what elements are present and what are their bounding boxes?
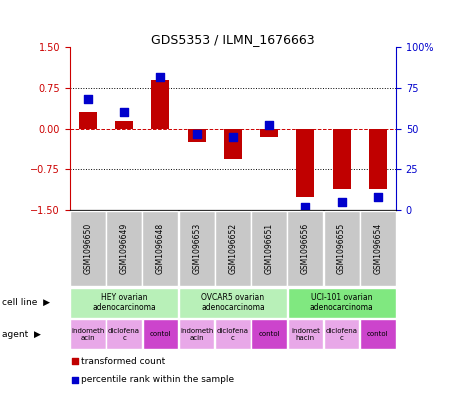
Text: contol: contol — [258, 331, 280, 337]
Bar — [252, 319, 287, 349]
Text: diclofena
c: diclofena c — [326, 327, 358, 341]
Bar — [288, 319, 323, 349]
Bar — [70, 319, 106, 349]
Bar — [288, 211, 323, 286]
Point — [302, 204, 309, 210]
Bar — [143, 319, 178, 349]
Text: percentile rank within the sample: percentile rank within the sample — [81, 375, 234, 384]
Bar — [251, 211, 287, 286]
Bar — [179, 211, 215, 286]
Bar — [106, 211, 142, 286]
Bar — [260, 129, 278, 137]
Bar — [215, 319, 251, 349]
Bar — [215, 211, 251, 286]
Text: UCI-101 ovarian
adenocarcinoma: UCI-101 ovarian adenocarcinoma — [310, 293, 374, 312]
Text: GSM1096656: GSM1096656 — [301, 223, 310, 274]
Text: GSM1096651: GSM1096651 — [265, 223, 274, 274]
Point — [229, 134, 237, 140]
Text: GSM1096654: GSM1096654 — [374, 223, 382, 274]
Bar — [324, 211, 360, 286]
Text: diclofena
c: diclofena c — [217, 327, 249, 341]
Text: OVCAR5 ovarian
adenocarcinoma: OVCAR5 ovarian adenocarcinoma — [201, 293, 265, 312]
Text: cell line  ▶: cell line ▶ — [2, 298, 50, 307]
Bar — [143, 211, 178, 286]
Text: GSM1096648: GSM1096648 — [156, 223, 165, 274]
Text: contol: contol — [367, 331, 389, 337]
Bar — [79, 112, 97, 129]
Title: GDS5353 / ILMN_1676663: GDS5353 / ILMN_1676663 — [151, 33, 315, 46]
Text: GSM1096649: GSM1096649 — [120, 223, 129, 274]
Bar — [106, 319, 142, 349]
Point — [71, 358, 78, 364]
Bar — [360, 211, 396, 286]
Point — [374, 194, 382, 200]
Text: indomet
hacin: indomet hacin — [291, 327, 320, 341]
Bar — [224, 129, 242, 159]
Bar — [296, 129, 315, 196]
Text: HEY ovarian
adenocarcinoma: HEY ovarian adenocarcinoma — [92, 293, 156, 312]
Bar — [333, 129, 351, 189]
Bar — [188, 129, 206, 142]
Point — [71, 376, 78, 383]
Point — [121, 109, 128, 116]
Bar — [115, 121, 133, 129]
Text: GSM1096652: GSM1096652 — [228, 223, 238, 274]
Bar — [369, 129, 387, 189]
Text: diclofena
c: diclofena c — [108, 327, 140, 341]
Point — [84, 96, 91, 103]
Point — [193, 130, 200, 137]
Text: indometh
acin: indometh acin — [71, 327, 104, 341]
Text: transformed count: transformed count — [81, 356, 166, 365]
Point — [157, 73, 164, 80]
Bar — [151, 80, 170, 129]
Text: GSM1096655: GSM1096655 — [337, 223, 346, 274]
Bar — [179, 288, 287, 318]
Text: GSM1096650: GSM1096650 — [83, 223, 92, 274]
Bar — [70, 288, 178, 318]
Point — [338, 199, 345, 205]
Bar — [70, 211, 106, 286]
Text: contol: contol — [149, 331, 171, 337]
Bar — [179, 319, 214, 349]
Bar — [324, 319, 360, 349]
Bar — [360, 319, 396, 349]
Point — [266, 122, 273, 129]
Text: indometh
acin: indometh acin — [180, 327, 213, 341]
Text: GSM1096653: GSM1096653 — [192, 223, 201, 274]
Text: agent  ▶: agent ▶ — [2, 330, 41, 338]
Bar — [288, 288, 396, 318]
